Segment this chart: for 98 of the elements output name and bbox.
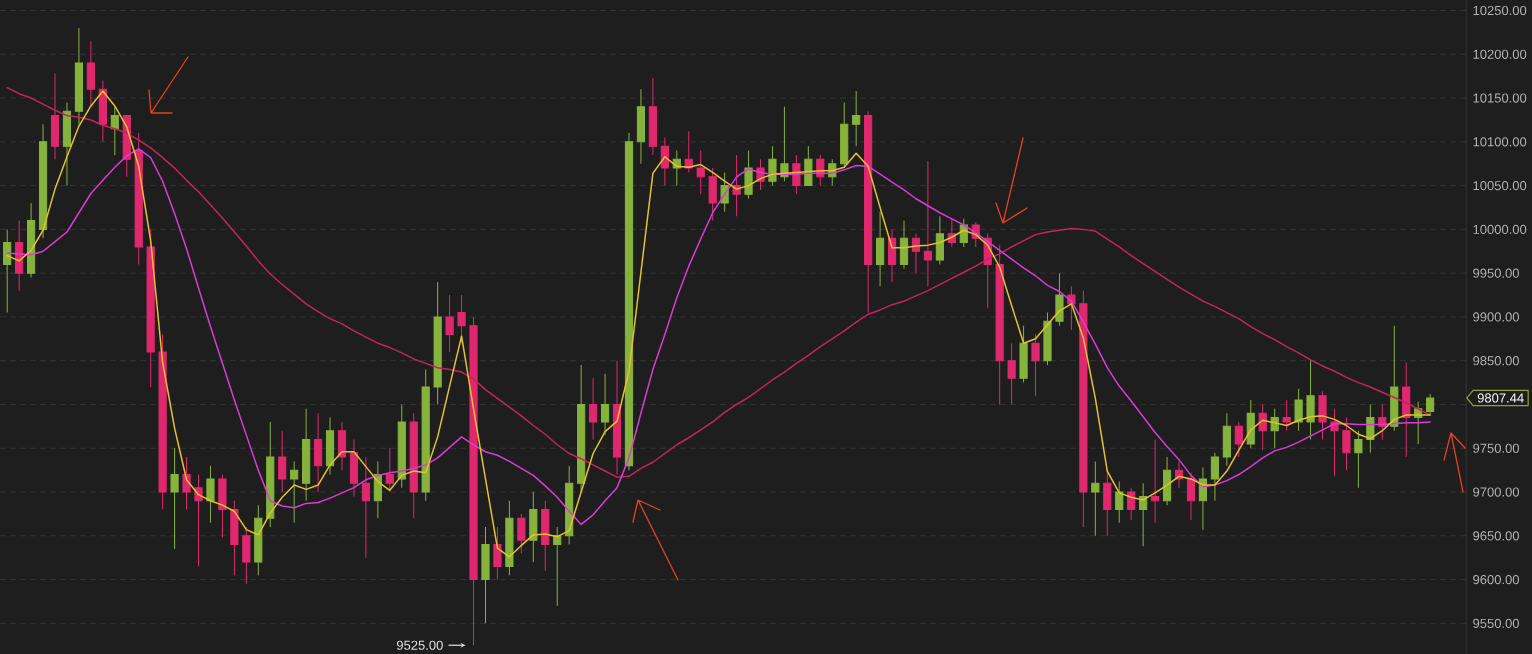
y-tick-label: 9750.00	[1473, 443, 1520, 453]
candlestick	[62, 101, 72, 187]
candlestick	[1222, 412, 1231, 467]
annotation: 9525.00	[396, 640, 443, 650]
candlestick	[325, 417, 335, 476]
candlestick	[1091, 460, 1100, 537]
candlestick	[696, 150, 705, 195]
candlestick	[146, 228, 155, 388]
y-tick-label: 10000.00	[1473, 224, 1527, 234]
candlestick	[302, 408, 311, 502]
y-tick-label: 9950.00	[1473, 268, 1520, 278]
candlestick	[1079, 290, 1088, 528]
candlestick	[349, 439, 359, 497]
candlestick	[1115, 481, 1124, 524]
candlestick	[1186, 472, 1196, 521]
candlestick	[134, 132, 143, 265]
candlestick	[457, 294, 466, 344]
candlestick	[1210, 452, 1219, 502]
candlestick	[612, 360, 622, 476]
y-tick-label: 9850.00	[1473, 356, 1520, 366]
candlestick	[278, 430, 287, 493]
candlestick	[206, 465, 215, 524]
candlestick	[541, 500, 550, 572]
candlestick	[409, 412, 418, 519]
candlestick	[1318, 390, 1327, 440]
candlestick	[1151, 439, 1160, 524]
candlestick	[337, 421, 347, 471]
candlestick	[577, 364, 586, 493]
candlestick	[230, 500, 239, 576]
candlestick	[1234, 421, 1243, 458]
candlestick	[505, 500, 514, 576]
candlestick	[899, 220, 909, 270]
candlestick	[361, 456, 370, 559]
candlestick	[421, 368, 430, 502]
candlestick	[397, 403, 406, 489]
text: 9807.44	[1477, 393, 1524, 403]
candlestick	[445, 294, 454, 353]
candlestick	[170, 447, 179, 550]
candlestick	[1162, 456, 1172, 506]
candlestick	[385, 447, 394, 493]
candlestick	[923, 160, 932, 287]
candlestick	[1055, 272, 1064, 327]
candlestick	[1282, 399, 1291, 432]
y-tick-label: 9600.00	[1473, 574, 1520, 585]
candlestick	[493, 526, 502, 581]
candlestick	[804, 145, 813, 187]
candlestick	[1043, 312, 1052, 366]
candlestick	[433, 281, 442, 405]
candlestick	[38, 123, 48, 239]
candlestick	[1031, 333, 1040, 397]
candlestick	[27, 202, 36, 279]
candlestick	[995, 244, 1004, 405]
y-tick-label: 10250.00	[1473, 5, 1527, 16]
candlestick	[864, 110, 873, 314]
candlestick	[636, 88, 646, 165]
y-tick-label: 10200.00	[1473, 49, 1527, 59]
candlestick	[517, 513, 526, 554]
y-tick-label: 10050.00	[1473, 181, 1527, 191]
candlestick	[768, 145, 777, 187]
candlestick	[1007, 342, 1016, 405]
y-tick-label: 9550.00	[1473, 618, 1520, 628]
candlestick	[313, 412, 323, 493]
candlestick	[218, 474, 227, 539]
candlestick	[1019, 325, 1028, 384]
candlestick	[589, 377, 598, 440]
candlestick	[3, 228, 12, 314]
candlestick	[1258, 403, 1267, 451]
candlestick	[600, 373, 610, 436]
candlestick	[624, 132, 634, 471]
candlestick	[852, 90, 861, 147]
candlestick	[86, 40, 95, 108]
candlestick	[481, 526, 490, 624]
candlestick	[469, 316, 478, 646]
candlestick	[1426, 393, 1435, 416]
y-tick-label: 10100.00	[1473, 137, 1527, 147]
y-tick-label: 9650.00	[1473, 531, 1520, 541]
candlestick	[648, 77, 657, 156]
candlestick	[708, 167, 717, 222]
candlestick	[290, 460, 299, 524]
y-tick-label: 9700.00	[1473, 487, 1520, 497]
candlestick	[1127, 487, 1136, 521]
candlestick	[529, 491, 538, 563]
candlestick	[110, 106, 119, 156]
candlestick	[50, 73, 60, 160]
candlestick	[840, 101, 849, 169]
y-tick-label: 9900.00	[1473, 312, 1520, 322]
candlestick	[74, 27, 84, 125]
candlestick	[1246, 399, 1255, 449]
candlestick	[158, 333, 167, 511]
y-tick-label: 10150.00	[1473, 93, 1527, 103]
candlestick	[1342, 417, 1351, 471]
candlestick	[1294, 388, 1303, 432]
candlestick	[1354, 430, 1363, 489]
candlestick	[242, 526, 251, 585]
candlestick	[935, 215, 944, 265]
candlestick	[1306, 359, 1315, 440]
candlestick	[254, 504, 263, 576]
candlestick	[875, 211, 885, 287]
